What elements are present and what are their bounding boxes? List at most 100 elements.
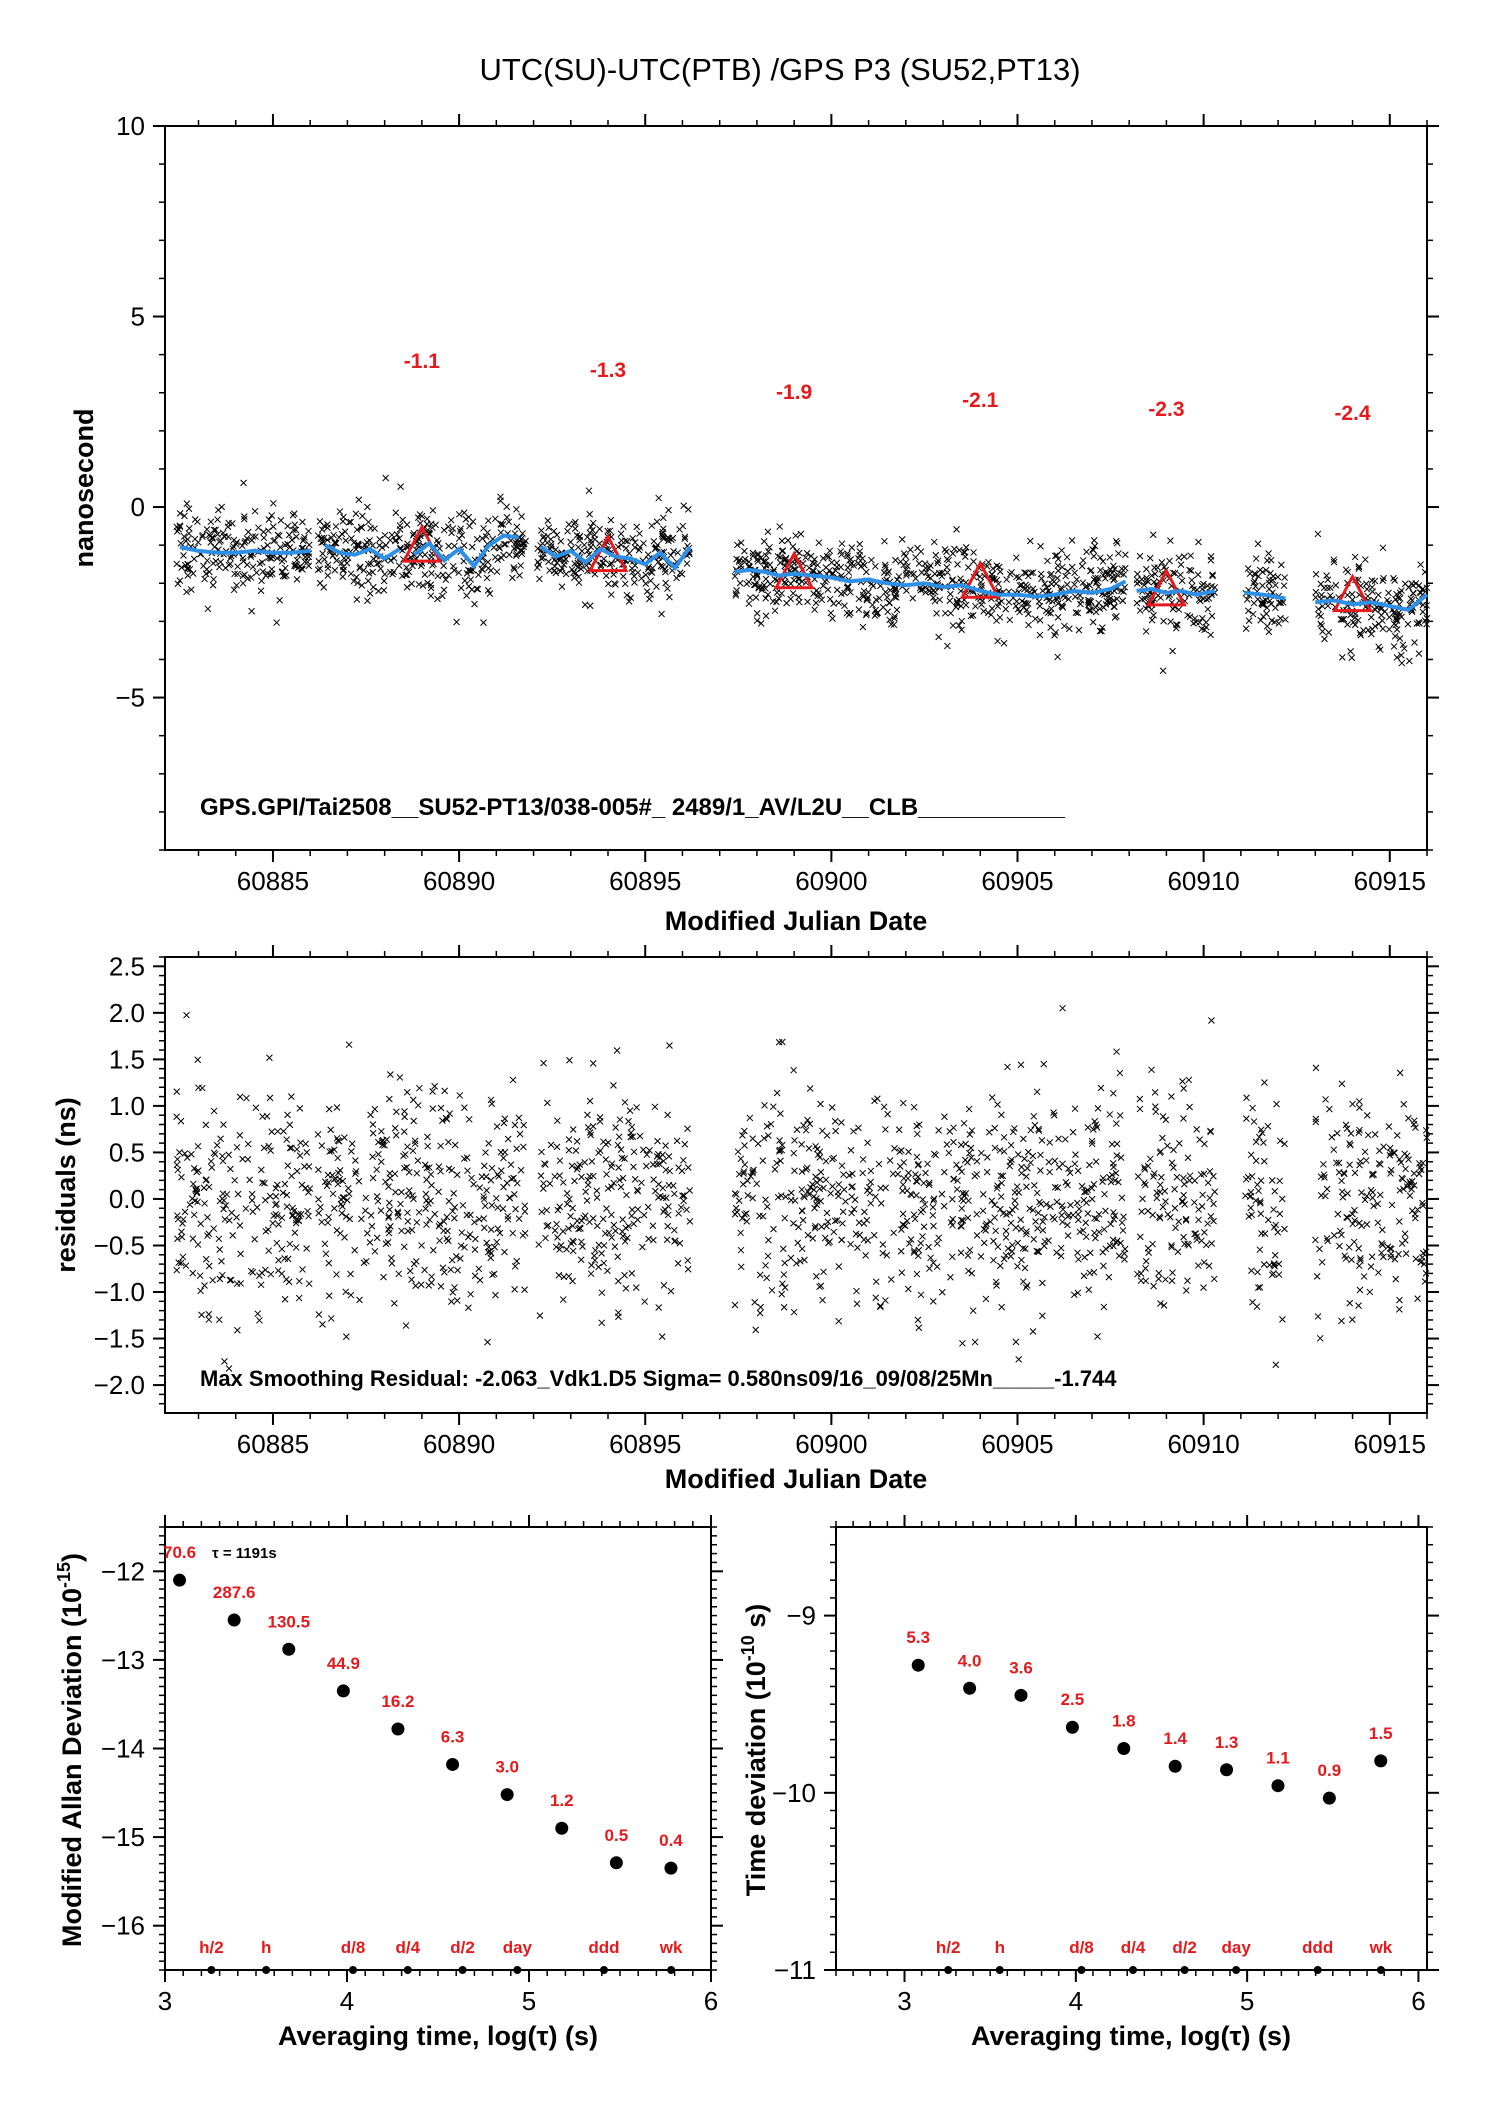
- residual-point: [628, 1212, 636, 1220]
- residual-point: [1254, 1268, 1261, 1276]
- residual-point: [623, 1234, 631, 1242]
- residual-point: [1184, 1277, 1191, 1285]
- residual-point: [546, 1180, 554, 1187]
- residual-point: [998, 1111, 1005, 1119]
- timeseries-point: [1330, 558, 1338, 566]
- residual-point: [1076, 1228, 1084, 1236]
- timeseries-point: [1045, 597, 1053, 605]
- timeseries-point: [787, 580, 795, 588]
- residual-point: [318, 1142, 326, 1149]
- residual-point: [1029, 1328, 1037, 1335]
- residual-point: [1080, 1272, 1088, 1280]
- residual-point: [964, 1159, 971, 1166]
- allan-deviation-ytick-label: −13: [101, 1645, 145, 1675]
- residual-point: [781, 1259, 789, 1267]
- residual-point: [577, 1225, 584, 1232]
- residual-point: [481, 1202, 489, 1210]
- residual-point: [1393, 1131, 1401, 1139]
- residual-point: [272, 1184, 280, 1192]
- residual-point: [664, 1222, 672, 1230]
- residual-point: [366, 1239, 374, 1246]
- timeseries-point: [305, 527, 312, 535]
- residual-point: [1033, 1189, 1041, 1197]
- residual-point: [874, 1095, 881, 1103]
- residual-point: [286, 1144, 294, 1152]
- residuals-ytick-label: 2.0: [109, 998, 145, 1028]
- residual-point: [1153, 1194, 1161, 1202]
- residual-point: [554, 1206, 562, 1214]
- residual-point: [1108, 1171, 1116, 1179]
- residual-point: [497, 1148, 505, 1156]
- residual-point: [1041, 1213, 1048, 1221]
- residual-point: [1081, 1253, 1089, 1261]
- timeseries-point: [545, 524, 553, 531]
- residual-point: [1395, 1305, 1403, 1313]
- timeseries-point: [453, 618, 460, 626]
- timeseries-point: [240, 479, 247, 487]
- timeseries-point: [1086, 567, 1094, 575]
- residual-point: [480, 1195, 488, 1203]
- allan-deviation-point: [609, 1856, 623, 1870]
- timeseries-point: [316, 565, 324, 573]
- timeseries-point: [230, 542, 237, 550]
- residual-point: [950, 1124, 957, 1132]
- timeseries-point: [872, 596, 880, 604]
- residual-point: [202, 1255, 210, 1263]
- timeseries-point: [316, 518, 324, 525]
- timeseries-xtick-label: 60900: [795, 866, 867, 896]
- timeseries-point: [1083, 548, 1090, 556]
- timeseries-point: [1385, 589, 1392, 597]
- residual-point: [461, 1243, 468, 1251]
- timeseries-point: [1167, 618, 1174, 625]
- timeseries-point: [586, 602, 594, 610]
- residual-point: [303, 1149, 311, 1156]
- residual-point: [220, 1197, 228, 1204]
- timeseries-point: [859, 593, 867, 601]
- timeseries-point: [496, 544, 503, 552]
- residual-point: [1355, 1262, 1363, 1270]
- residual-point: [327, 1315, 335, 1322]
- residual-point: [832, 1127, 839, 1135]
- residual-point: [929, 1298, 937, 1305]
- residual-point: [608, 1234, 616, 1241]
- residual-point: [910, 1211, 918, 1219]
- timeseries-point: [1029, 569, 1037, 576]
- residual-point: [333, 1104, 341, 1111]
- residual-point: [733, 1208, 741, 1216]
- residual-point: [959, 1189, 967, 1197]
- timeseries-point: [378, 544, 386, 551]
- residual-point: [642, 1162, 650, 1170]
- residual-point: [801, 1256, 808, 1264]
- residual-point: [1338, 1080, 1346, 1088]
- timeseries-point: [565, 521, 573, 528]
- residuals-scatter-points: [173, 1004, 1431, 1372]
- timeseries-point: [1086, 581, 1093, 589]
- residual-point: [315, 1166, 322, 1174]
- residual-point: [423, 1176, 430, 1184]
- residual-point: [572, 1147, 580, 1154]
- timeseries-point: [242, 537, 249, 545]
- timeseries-point: [745, 600, 753, 608]
- timeseries-ticks: 60885 60890 60895 60900 60905 60910 609151050−…: [115, 111, 1439, 896]
- residual-point: [323, 1182, 331, 1190]
- residual-point: [1174, 1248, 1182, 1256]
- residual-point: [1410, 1120, 1418, 1128]
- time-deviation-tau-marker: [1313, 1966, 1322, 1974]
- timeseries-point: [315, 557, 323, 565]
- residual-point: [599, 1215, 607, 1223]
- timeseries-point: [185, 530, 193, 537]
- residual-point: [442, 1114, 450, 1122]
- timeseries-point: [753, 617, 761, 624]
- timeseries-point: [863, 595, 871, 602]
- residual-point: [623, 1191, 630, 1199]
- residual-point: [237, 1280, 245, 1287]
- residual-point: [1395, 1218, 1403, 1225]
- residual-point: [1414, 1206, 1421, 1213]
- residual-point: [1088, 1195, 1096, 1203]
- time-deviation-xtick-label: 5: [1240, 1986, 1254, 2016]
- timeseries-point: [736, 579, 744, 587]
- timeseries-point: [1375, 591, 1382, 599]
- timeseries-point: [995, 599, 1003, 607]
- timeseries-point: [1379, 625, 1387, 633]
- residual-point: [1200, 1284, 1207, 1292]
